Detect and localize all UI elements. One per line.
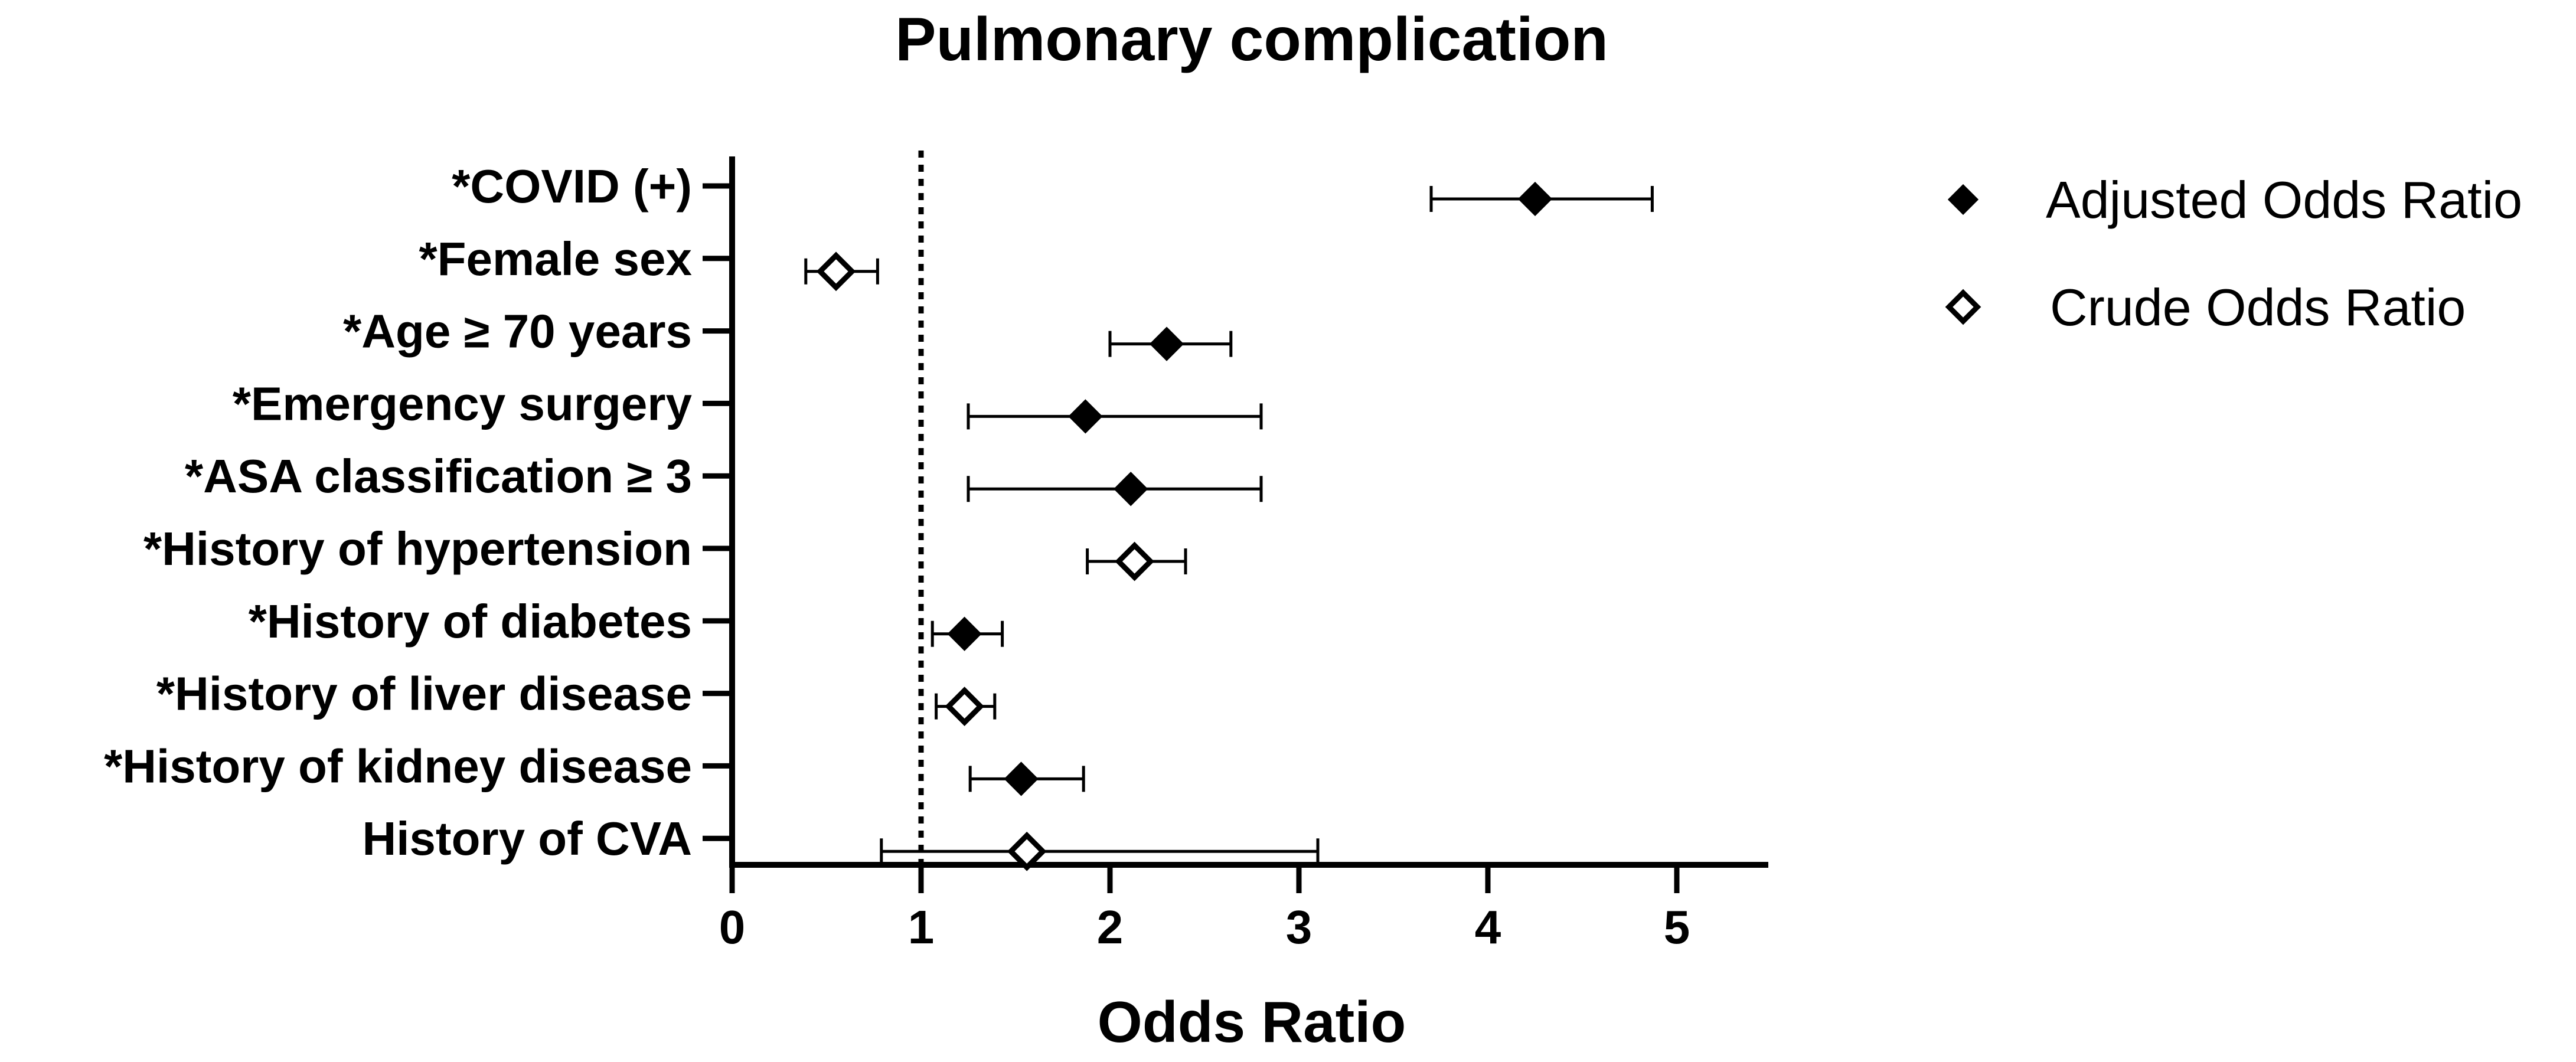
category-label: *Emergency surgery xyxy=(233,377,693,430)
data-point-group xyxy=(968,762,1085,796)
data-point-group xyxy=(804,251,879,292)
crude-or-point xyxy=(1115,541,1154,581)
x-tick-label: 1 xyxy=(908,901,935,953)
adjusted-or-point xyxy=(947,616,982,651)
data-point-group xyxy=(935,687,997,726)
data-point-group xyxy=(1086,541,1187,581)
data-point-group xyxy=(931,616,1004,651)
crude-or-point xyxy=(945,687,984,726)
data-point-group xyxy=(1108,326,1233,361)
x-tick-label: 2 xyxy=(1097,901,1124,953)
data-point-group xyxy=(967,472,1263,507)
x-axis-label: Odds Ratio xyxy=(1098,989,1406,1054)
category-label: *History of diabetes xyxy=(249,595,692,648)
category-label: History of CVA xyxy=(362,812,692,865)
category-label: *History of liver disease xyxy=(156,668,692,720)
adjusted-or-point xyxy=(1149,326,1184,361)
category-label: *Age ≥ 70 years xyxy=(343,305,692,358)
legend-entry-label: Crude Odds Ratio xyxy=(2050,278,2466,336)
crude-or-point xyxy=(816,251,856,292)
x-tick-label: 4 xyxy=(1475,901,1501,953)
legend-open-diamond-icon xyxy=(1945,289,1981,325)
legend-entry-label: Adjusted Odds Ratio xyxy=(2046,171,2522,229)
data-point-group xyxy=(967,399,1263,434)
category-label: *History of hypertension xyxy=(143,522,692,575)
data-point-group xyxy=(1429,181,1654,217)
crude-or-point xyxy=(1007,831,1047,871)
chart-title: Pulmonary complication xyxy=(895,5,1608,74)
plot-marks xyxy=(804,181,1654,871)
x-axis-ticks: 0 1 2 3 4 5 xyxy=(719,865,1690,953)
x-tick-label: 5 xyxy=(1664,901,1690,953)
x-tick-label: 3 xyxy=(1286,901,1313,953)
category-labels: *COVID (+) *Female sex *Age ≥ 70 years *Eme… xyxy=(104,160,692,865)
category-label: *History of kidney disease xyxy=(104,740,692,792)
adjusted-or-point xyxy=(1114,472,1148,507)
legend-filled-diamond-icon xyxy=(1947,184,1979,215)
adjusted-or-point xyxy=(1068,399,1103,434)
category-label: *COVID (+) xyxy=(452,160,692,213)
adjusted-or-point xyxy=(1517,181,1553,217)
legend: Adjusted Odds Ratio Crude Odds Ratio xyxy=(1945,171,2522,336)
axes xyxy=(703,156,1768,868)
x-tick-label: 0 xyxy=(719,901,746,953)
data-point-group xyxy=(880,831,1320,871)
adjusted-or-point xyxy=(1004,762,1039,796)
category-label: *ASA classification ≥ 3 xyxy=(185,450,692,502)
category-label: *Female sex xyxy=(419,233,692,285)
